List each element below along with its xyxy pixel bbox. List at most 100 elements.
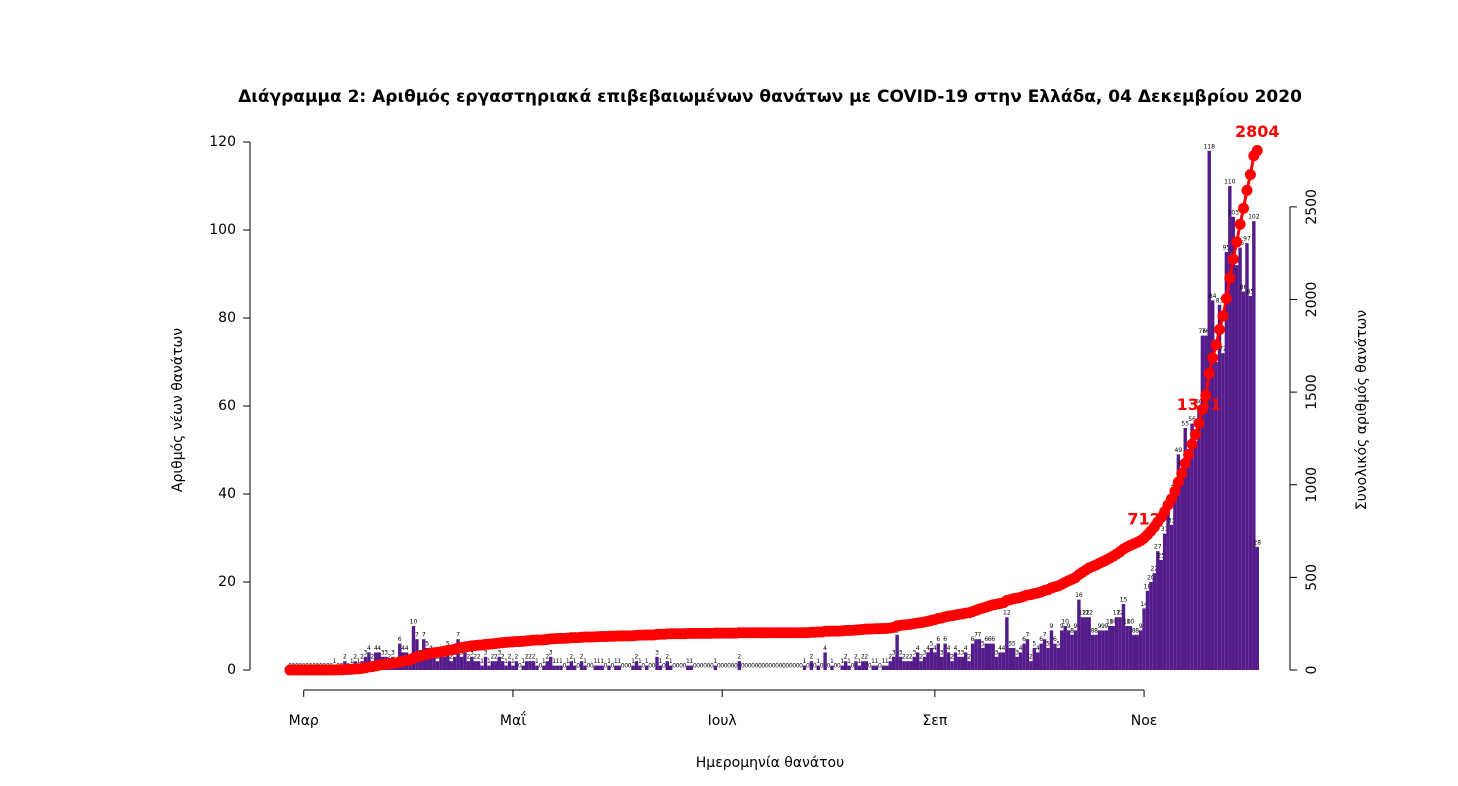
bar-value-label: 5 <box>1056 641 1060 648</box>
y2-tick-label: 1500 <box>1304 374 1320 410</box>
bar-value-label: 5 <box>1032 641 1036 648</box>
bar <box>542 665 546 670</box>
bar-value-label: 0 <box>744 663 748 670</box>
bar-value-label: 10 <box>1127 619 1135 626</box>
bar <box>960 656 964 670</box>
bar <box>1094 634 1098 670</box>
bar-value-label: 4 <box>401 645 405 652</box>
bar-value-label: 76 <box>1199 328 1207 335</box>
bar <box>874 665 879 670</box>
x-tick-label: Ιουλ <box>708 713 737 729</box>
bar-value-label: 0 <box>676 663 680 670</box>
bar <box>823 652 827 670</box>
bar <box>572 665 577 670</box>
bar <box>950 661 954 670</box>
bar <box>1018 652 1023 670</box>
bar-value-label: 1 <box>552 658 556 665</box>
bar <box>452 656 457 670</box>
bar-value-label: 6 <box>943 636 947 643</box>
bar-value-label: 2 <box>508 654 512 661</box>
bar <box>1149 582 1153 670</box>
bar <box>977 639 982 670</box>
bar-value-label: 97 <box>1243 236 1251 243</box>
bar-value-label: 0 <box>779 663 783 670</box>
bar-value-label: 2 <box>737 654 741 661</box>
bar <box>902 661 906 670</box>
bar <box>435 661 440 670</box>
bar-value-label: 1 <box>535 658 539 665</box>
bar-value-label: 6 <box>971 636 975 643</box>
bar-value-label: 6 <box>1022 636 1026 643</box>
bar <box>809 661 814 670</box>
bar-value-label: 3 <box>381 649 385 656</box>
cumulative-point <box>1169 485 1181 497</box>
bar-value-label: 1 <box>597 658 601 665</box>
bar <box>1156 551 1160 670</box>
x-tick-label: Μαΐ <box>500 711 526 729</box>
bar <box>490 661 495 670</box>
bar-value-label: 0 <box>751 663 755 670</box>
cumulative-point <box>1220 293 1232 305</box>
bar-value-label: 0 <box>765 663 769 670</box>
bar <box>638 665 642 670</box>
bar-value-label: 3 <box>923 649 927 656</box>
bar-value-label: 9 <box>1101 623 1105 630</box>
cumulative-point <box>1200 389 1212 401</box>
bar-value-label: 1 <box>617 658 621 665</box>
cumulative-point <box>1193 417 1205 429</box>
bar-value-label: 118 <box>1204 143 1216 150</box>
bar <box>1142 608 1146 670</box>
bar <box>1255 546 1259 670</box>
bar-value-label: 6 <box>991 636 995 643</box>
bar <box>830 665 834 670</box>
bar-value-label: 12 <box>1113 610 1121 617</box>
bar <box>1039 643 1043 670</box>
bar-value-label: 2 <box>569 654 573 661</box>
bar-value-label: 15 <box>1120 597 1128 604</box>
y2-tick-label: 2000 <box>1304 282 1320 318</box>
bar-value-label: 8 <box>1132 627 1136 634</box>
bar-value-label: 0 <box>820 663 824 670</box>
bar-value-label: 0 <box>785 663 789 670</box>
bar-value-label: 55 <box>1181 421 1189 428</box>
bar <box>1207 150 1211 671</box>
bar <box>1063 626 1067 670</box>
bar <box>737 661 742 670</box>
bar-value-label: 0 <box>792 663 796 670</box>
bar <box>970 643 975 670</box>
bar-value-label: 2 <box>525 654 529 661</box>
bar-value-label: 4 <box>405 645 409 652</box>
y-tick-label: 120 <box>209 134 236 150</box>
bar-value-label: 3 <box>899 649 903 656</box>
bar-value-label: 7 <box>1026 632 1030 639</box>
bar <box>953 652 958 670</box>
bar-value-label: 0 <box>683 663 687 670</box>
bar <box>1077 599 1081 670</box>
bar-value-label: 0 <box>641 663 645 670</box>
bar-value-label: 72 <box>1219 346 1227 353</box>
bar-value-label: 0 <box>851 663 855 670</box>
bar-value-label: 7 <box>974 632 978 639</box>
bar-value-label: 1 <box>333 658 337 665</box>
bar <box>816 665 820 670</box>
bar-value-label: 1 <box>830 658 834 665</box>
bar-value-label: 3 <box>391 649 395 656</box>
bar-value-label: 3 <box>940 649 944 656</box>
bar-value-label: 2 <box>370 654 374 661</box>
bar <box>1046 648 1050 670</box>
bar <box>1159 560 1163 670</box>
bar <box>497 656 501 670</box>
bar-value-label: 0 <box>731 663 735 670</box>
bar <box>1097 630 1102 670</box>
cumulative-point <box>1251 145 1263 157</box>
bar <box>864 661 868 670</box>
x-tick-label: Σεπ <box>922 713 947 729</box>
bar-value-label: 4 <box>374 645 378 652</box>
bar <box>857 665 862 670</box>
x-tick-label: Μαρ <box>289 713 319 729</box>
bar-value-label: 2 <box>449 654 453 661</box>
bar-value-label: 1 <box>559 658 563 665</box>
bar-value-label: 4 <box>947 645 951 652</box>
cumulative-point <box>1241 184 1253 196</box>
bar-value-label: 0 <box>518 663 522 670</box>
